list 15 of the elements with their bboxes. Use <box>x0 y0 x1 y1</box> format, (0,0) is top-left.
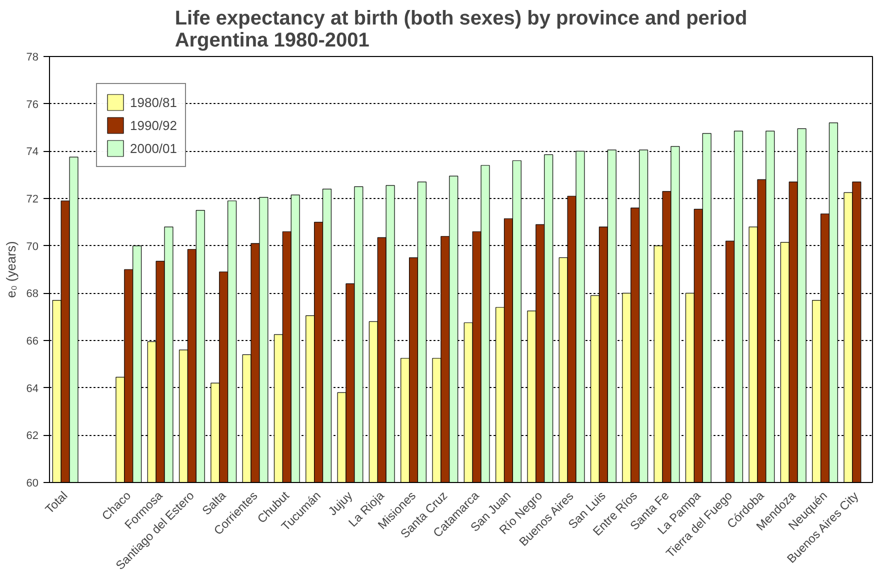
legend-label: 1990/92 <box>130 118 177 132</box>
legend-label: 2000/01 <box>130 140 177 156</box>
y-tick-label: 74 <box>26 146 39 158</box>
y-tick-label: 72 <box>26 194 39 206</box>
y-tick-label: 62 <box>26 430 39 442</box>
y-tick-label: 76 <box>26 98 39 111</box>
y-tick-label: 78 <box>26 52 39 64</box>
legend-label: 1980/81 <box>130 94 177 110</box>
chart-title: Life expectancy at birth (both sexes) by province and period Argentina 1980-2001 <box>174 8 748 52</box>
y-tick-label: 70 <box>26 240 39 253</box>
y-tick-label: 64 <box>26 382 39 395</box>
y-tick-label: 66 <box>26 336 39 348</box>
y-tick-label: 68 <box>26 288 39 300</box>
y-axis-title: e₀ (years) <box>3 241 18 298</box>
y-tick-label: 60 <box>26 478 39 490</box>
